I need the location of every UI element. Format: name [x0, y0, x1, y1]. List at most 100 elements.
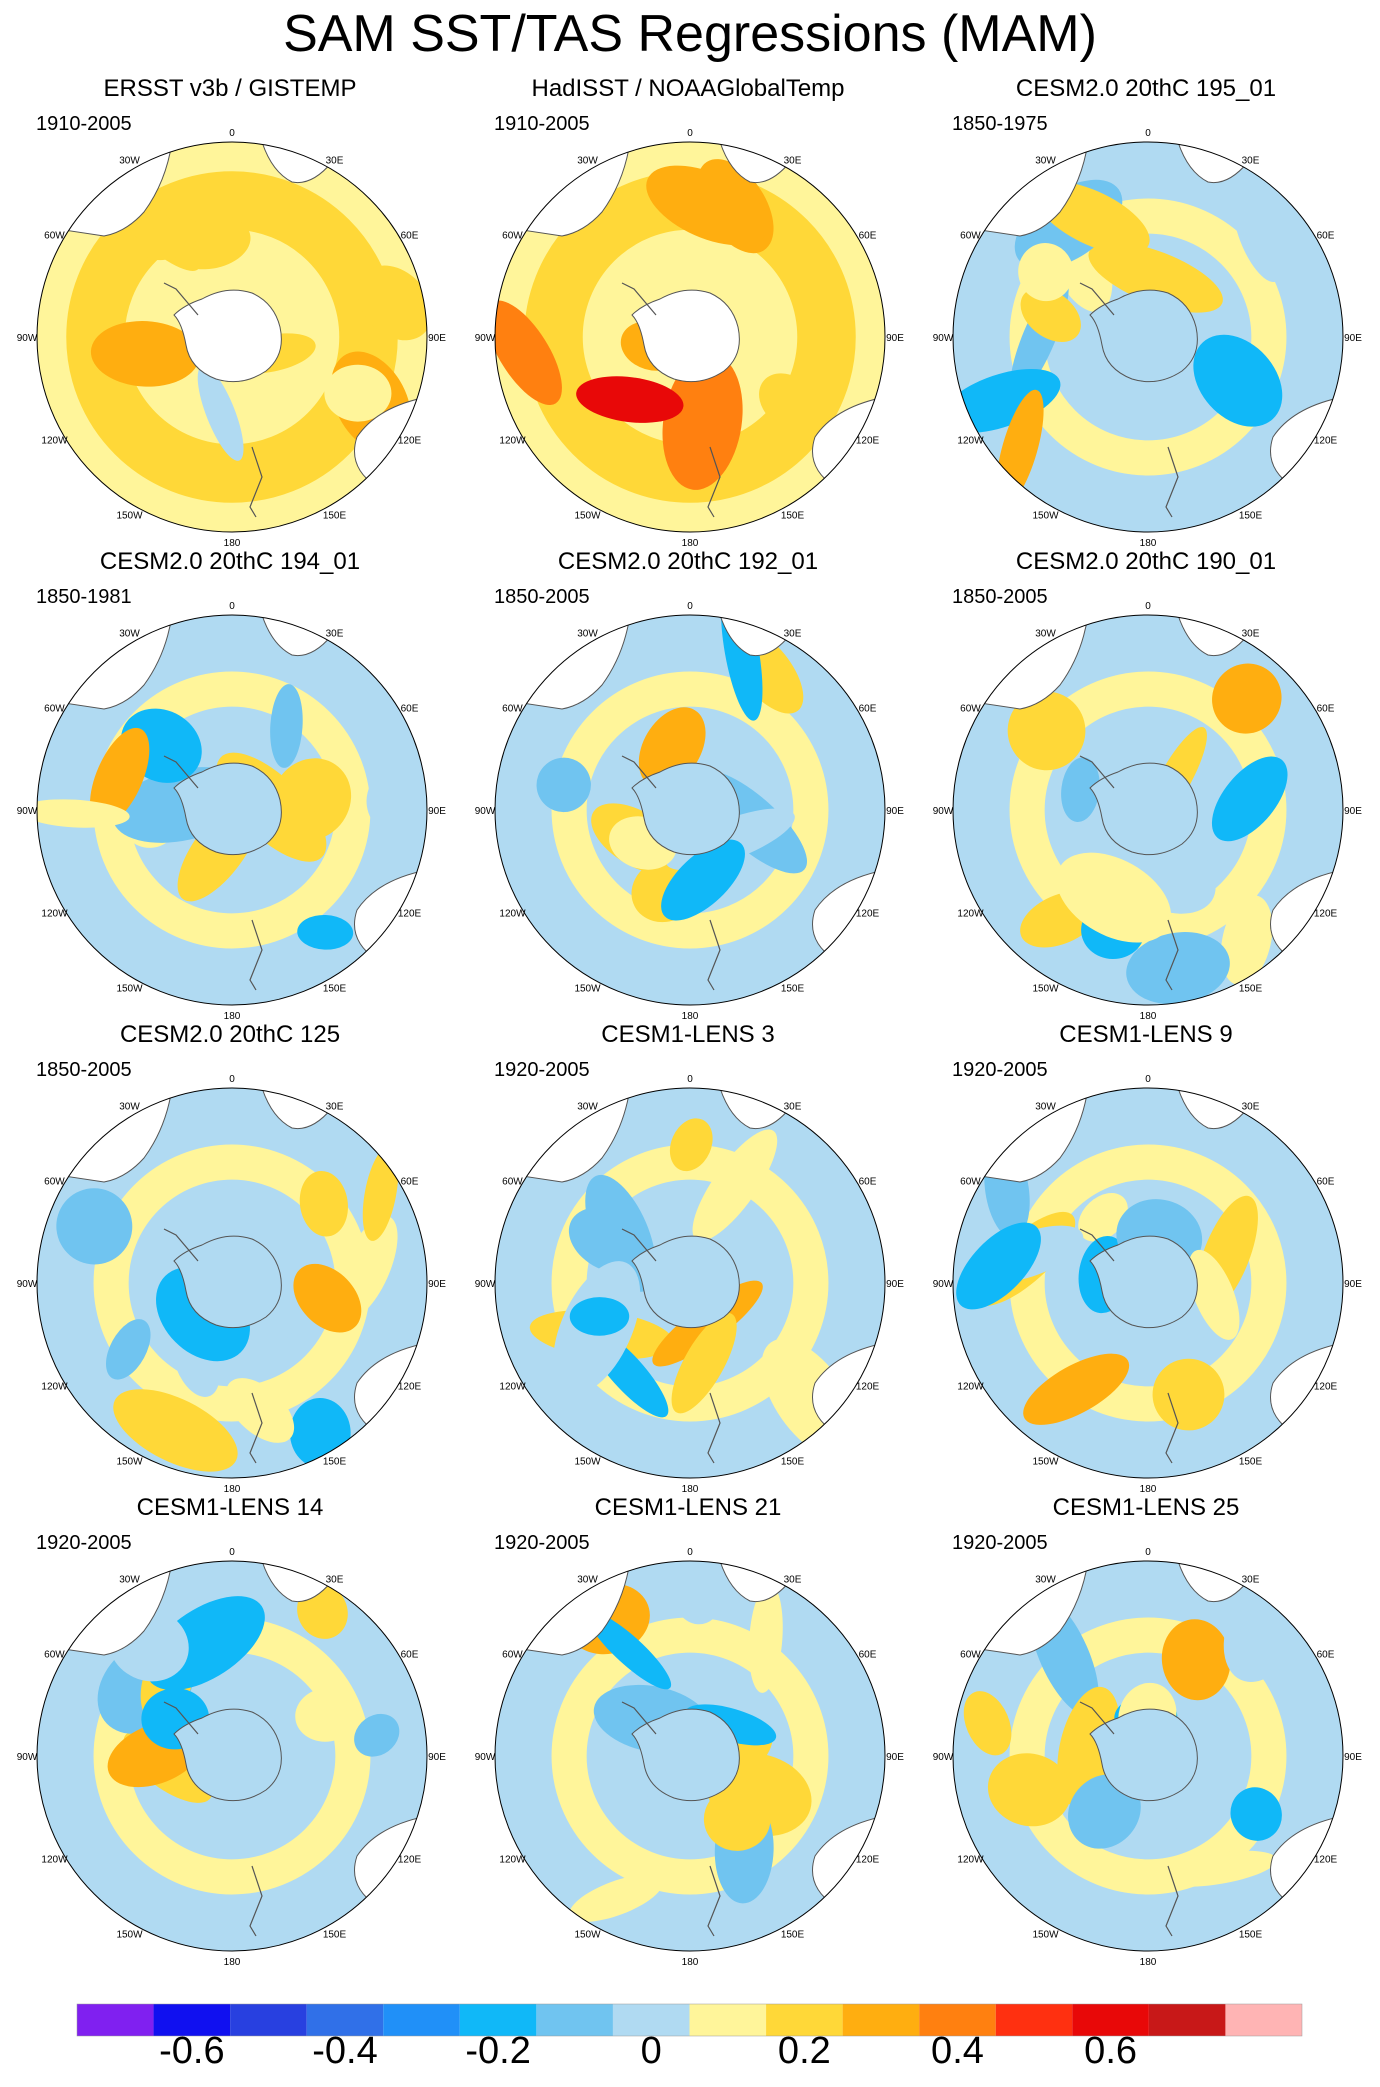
map-boundary — [494, 1560, 886, 1952]
peninsula-outline — [621, 1701, 657, 1735]
antarctica-outline — [173, 289, 282, 383]
longitude-label: 180 — [1140, 1484, 1157, 1493]
panel-title: CESM2.0 20thC 194_01 — [99, 548, 361, 575]
new-zealand — [707, 1865, 721, 1937]
colorbar-tick-label: -0.2 — [465, 2030, 531, 2072]
field-contour — [1007, 691, 1086, 771]
longitude-label: 120E — [398, 436, 422, 447]
longitude-label: 90E — [1344, 1279, 1362, 1290]
field-contour — [1018, 243, 1074, 302]
longitude-label: 120E — [856, 909, 880, 920]
panel-period: 1920-2005 — [952, 1532, 1048, 1554]
panel-title: CESM1-LENS 21 — [594, 1494, 782, 1521]
longitude-label: 150W — [116, 984, 143, 995]
field-contour — [692, 1129, 778, 1242]
longitude-label: 60W — [502, 704, 523, 715]
longitude-label: 90W — [17, 333, 38, 344]
field-contour — [1230, 1787, 1282, 1841]
field-contour — [987, 1753, 1072, 1827]
antarctica-outline — [631, 762, 740, 856]
longitude-label: 120W — [41, 436, 68, 447]
longitude-label: 180 — [224, 538, 241, 547]
field-contour — [225, 1378, 295, 1443]
longitude-label: 60W — [44, 704, 65, 715]
colorbar-swatch — [459, 2004, 537, 2036]
polar-map: 0 30E 60E 90E 120E 150E 180 150W 120W 90W 60W 30W — [17, 128, 447, 547]
field-contour — [90, 321, 200, 387]
field-contour — [113, 1389, 238, 1472]
field-contour — [669, 1118, 713, 1172]
longitude-label: 150E — [1239, 1930, 1263, 1941]
longitude-label: 120W — [41, 1382, 68, 1393]
field-contour — [1152, 1358, 1225, 1431]
field-contour — [324, 364, 392, 422]
longitude-label: 150W — [1032, 1457, 1059, 1468]
field-contour — [674, 1573, 721, 1625]
longitude-label: 90W — [933, 806, 954, 817]
longitude-label: 150W — [1032, 511, 1059, 522]
field-contour — [140, 218, 203, 261]
longitude-label: 90W — [17, 1279, 38, 1290]
longitude-label: 120E — [398, 1855, 422, 1866]
antarctica-outline — [1089, 289, 1198, 383]
longitude-label: 120W — [499, 1855, 526, 1866]
field-contour — [1078, 1193, 1128, 1242]
longitude-label: 150W — [574, 511, 601, 522]
longitude-label: 150E — [323, 984, 347, 995]
longitude-label: 0 — [229, 601, 235, 612]
longitude-label: 60W — [960, 1177, 981, 1188]
longitude-label: 60W — [960, 1650, 981, 1661]
panel-period: 1910-2005 — [36, 113, 132, 135]
map-boundary — [36, 614, 428, 1006]
longitude-label: 30W — [577, 1574, 598, 1585]
colorbar-tick-label: -0.4 — [312, 2030, 378, 2072]
longitude-label: 30E — [326, 628, 344, 639]
antarctica-outline — [631, 1708, 740, 1802]
longitude-label: 30E — [784, 1574, 802, 1585]
polar-map: 0 30E 60E 90E 120E 150E 180 150W 120W 90W 60W 30W — [933, 1074, 1363, 1493]
field-contour — [1212, 663, 1282, 734]
longitude-label: 0 — [687, 128, 693, 139]
longitude-label: 60W — [960, 231, 981, 242]
field-contour — [1020, 287, 1081, 342]
longitude-label: 60E — [1317, 231, 1335, 242]
new-zealand — [249, 919, 263, 991]
antarctica-outline — [1089, 1708, 1198, 1802]
field-contour — [197, 365, 244, 461]
panel-title: CESM2.0 20thC 192_01 — [557, 548, 819, 575]
longitude-label: 30W — [1035, 1574, 1056, 1585]
longitude-label: 150W — [116, 1930, 143, 1941]
longitude-label: 60W — [502, 231, 523, 242]
panel-period: 1910-2005 — [494, 113, 590, 135]
colorbar-tick-label: 0.4 — [931, 2030, 984, 2072]
field-contour — [1232, 186, 1284, 283]
longitude-label: 150E — [1239, 984, 1263, 995]
longitude-label: 150E — [323, 1930, 347, 1941]
map-boundary — [36, 1560, 428, 1952]
colorbar-swatch — [306, 2004, 384, 2036]
field-contour — [1088, 242, 1223, 313]
panel-period: 1920-2005 — [952, 1059, 1048, 1081]
longitude-label: 60E — [1317, 1650, 1335, 1661]
polar-map: 0 30E 60E 90E 120E 150E 180 150W 120W 90W 60W 30W — [933, 1547, 1363, 1966]
longitude-label: 60W — [44, 231, 65, 242]
longitude-label: 180 — [224, 1484, 241, 1493]
field-contour — [1193, 334, 1283, 427]
antarctica-outline — [1089, 762, 1198, 856]
peninsula-outline — [1079, 755, 1115, 789]
longitude-label: 150W — [116, 511, 143, 522]
field-contour — [671, 1312, 737, 1414]
longitude-label: 90W — [933, 1752, 954, 1763]
longitude-label: 120E — [1314, 1382, 1338, 1393]
new-zealand — [707, 446, 721, 518]
longitude-label: 180 — [1140, 538, 1157, 547]
new-zealand — [1165, 1865, 1179, 1937]
panel-period: 1920-2005 — [36, 1532, 132, 1554]
map-panel: CESM2.0 20thC 190_01 1850-2005 0 30E 60E 90E 1… — [916, 548, 1376, 1020]
panel-title: HadISST / NOAAGlobalTemp — [531, 75, 845, 102]
longitude-label: 90W — [475, 806, 496, 817]
map-panel: CESM2.0 20thC 192_01 1850-2005 0 30E 60E 90E 1… — [458, 548, 918, 1020]
field-contour — [362, 1146, 399, 1241]
map-panel: CESM1-LENS 14 1920-2005 0 30E 60E 90E 120E 150E… — [0, 1494, 460, 1966]
